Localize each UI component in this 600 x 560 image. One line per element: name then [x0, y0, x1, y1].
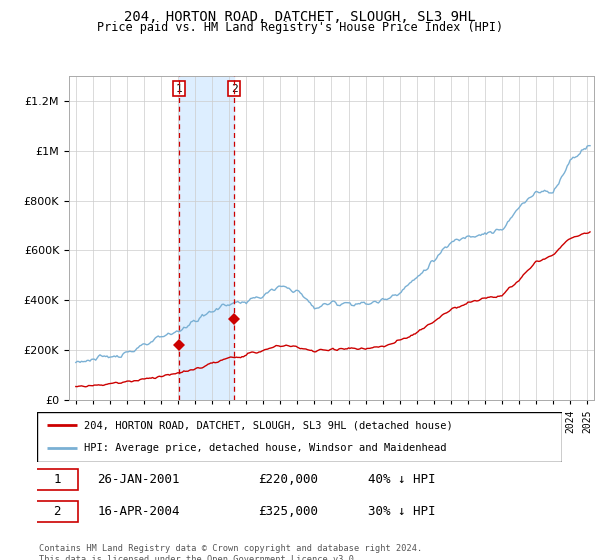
Text: Price paid vs. HM Land Registry's House Price Index (HPI): Price paid vs. HM Land Registry's House … [97, 21, 503, 34]
Text: 30% ↓ HPI: 30% ↓ HPI [368, 505, 436, 518]
Text: 40% ↓ HPI: 40% ↓ HPI [368, 473, 436, 486]
Text: £325,000: £325,000 [258, 505, 318, 518]
Text: 26-JAN-2001: 26-JAN-2001 [98, 473, 180, 486]
Text: Contains HM Land Registry data © Crown copyright and database right 2024.
This d: Contains HM Land Registry data © Crown c… [39, 544, 422, 560]
FancyBboxPatch shape [37, 412, 562, 462]
Bar [179, 76, 234, 400]
FancyBboxPatch shape [36, 469, 78, 490]
Text: 1: 1 [176, 84, 182, 94]
Text: 204, HORTON ROAD, DATCHET, SLOUGH, SL3 9HL (detached house): 204, HORTON ROAD, DATCHET, SLOUGH, SL3 9… [85, 420, 453, 430]
Text: HPI: Average price, detached house, Windsor and Maidenhead: HPI: Average price, detached house, Wind… [85, 444, 447, 454]
Text: 204, HORTON ROAD, DATCHET, SLOUGH, SL3 9HL: 204, HORTON ROAD, DATCHET, SLOUGH, SL3 9… [124, 10, 476, 24]
Text: 1: 1 [53, 473, 61, 486]
FancyBboxPatch shape [36, 501, 78, 522]
Text: 2: 2 [53, 505, 61, 518]
Text: 16-APR-2004: 16-APR-2004 [98, 505, 180, 518]
Text: £220,000: £220,000 [258, 473, 318, 486]
Text: 2: 2 [231, 84, 238, 94]
